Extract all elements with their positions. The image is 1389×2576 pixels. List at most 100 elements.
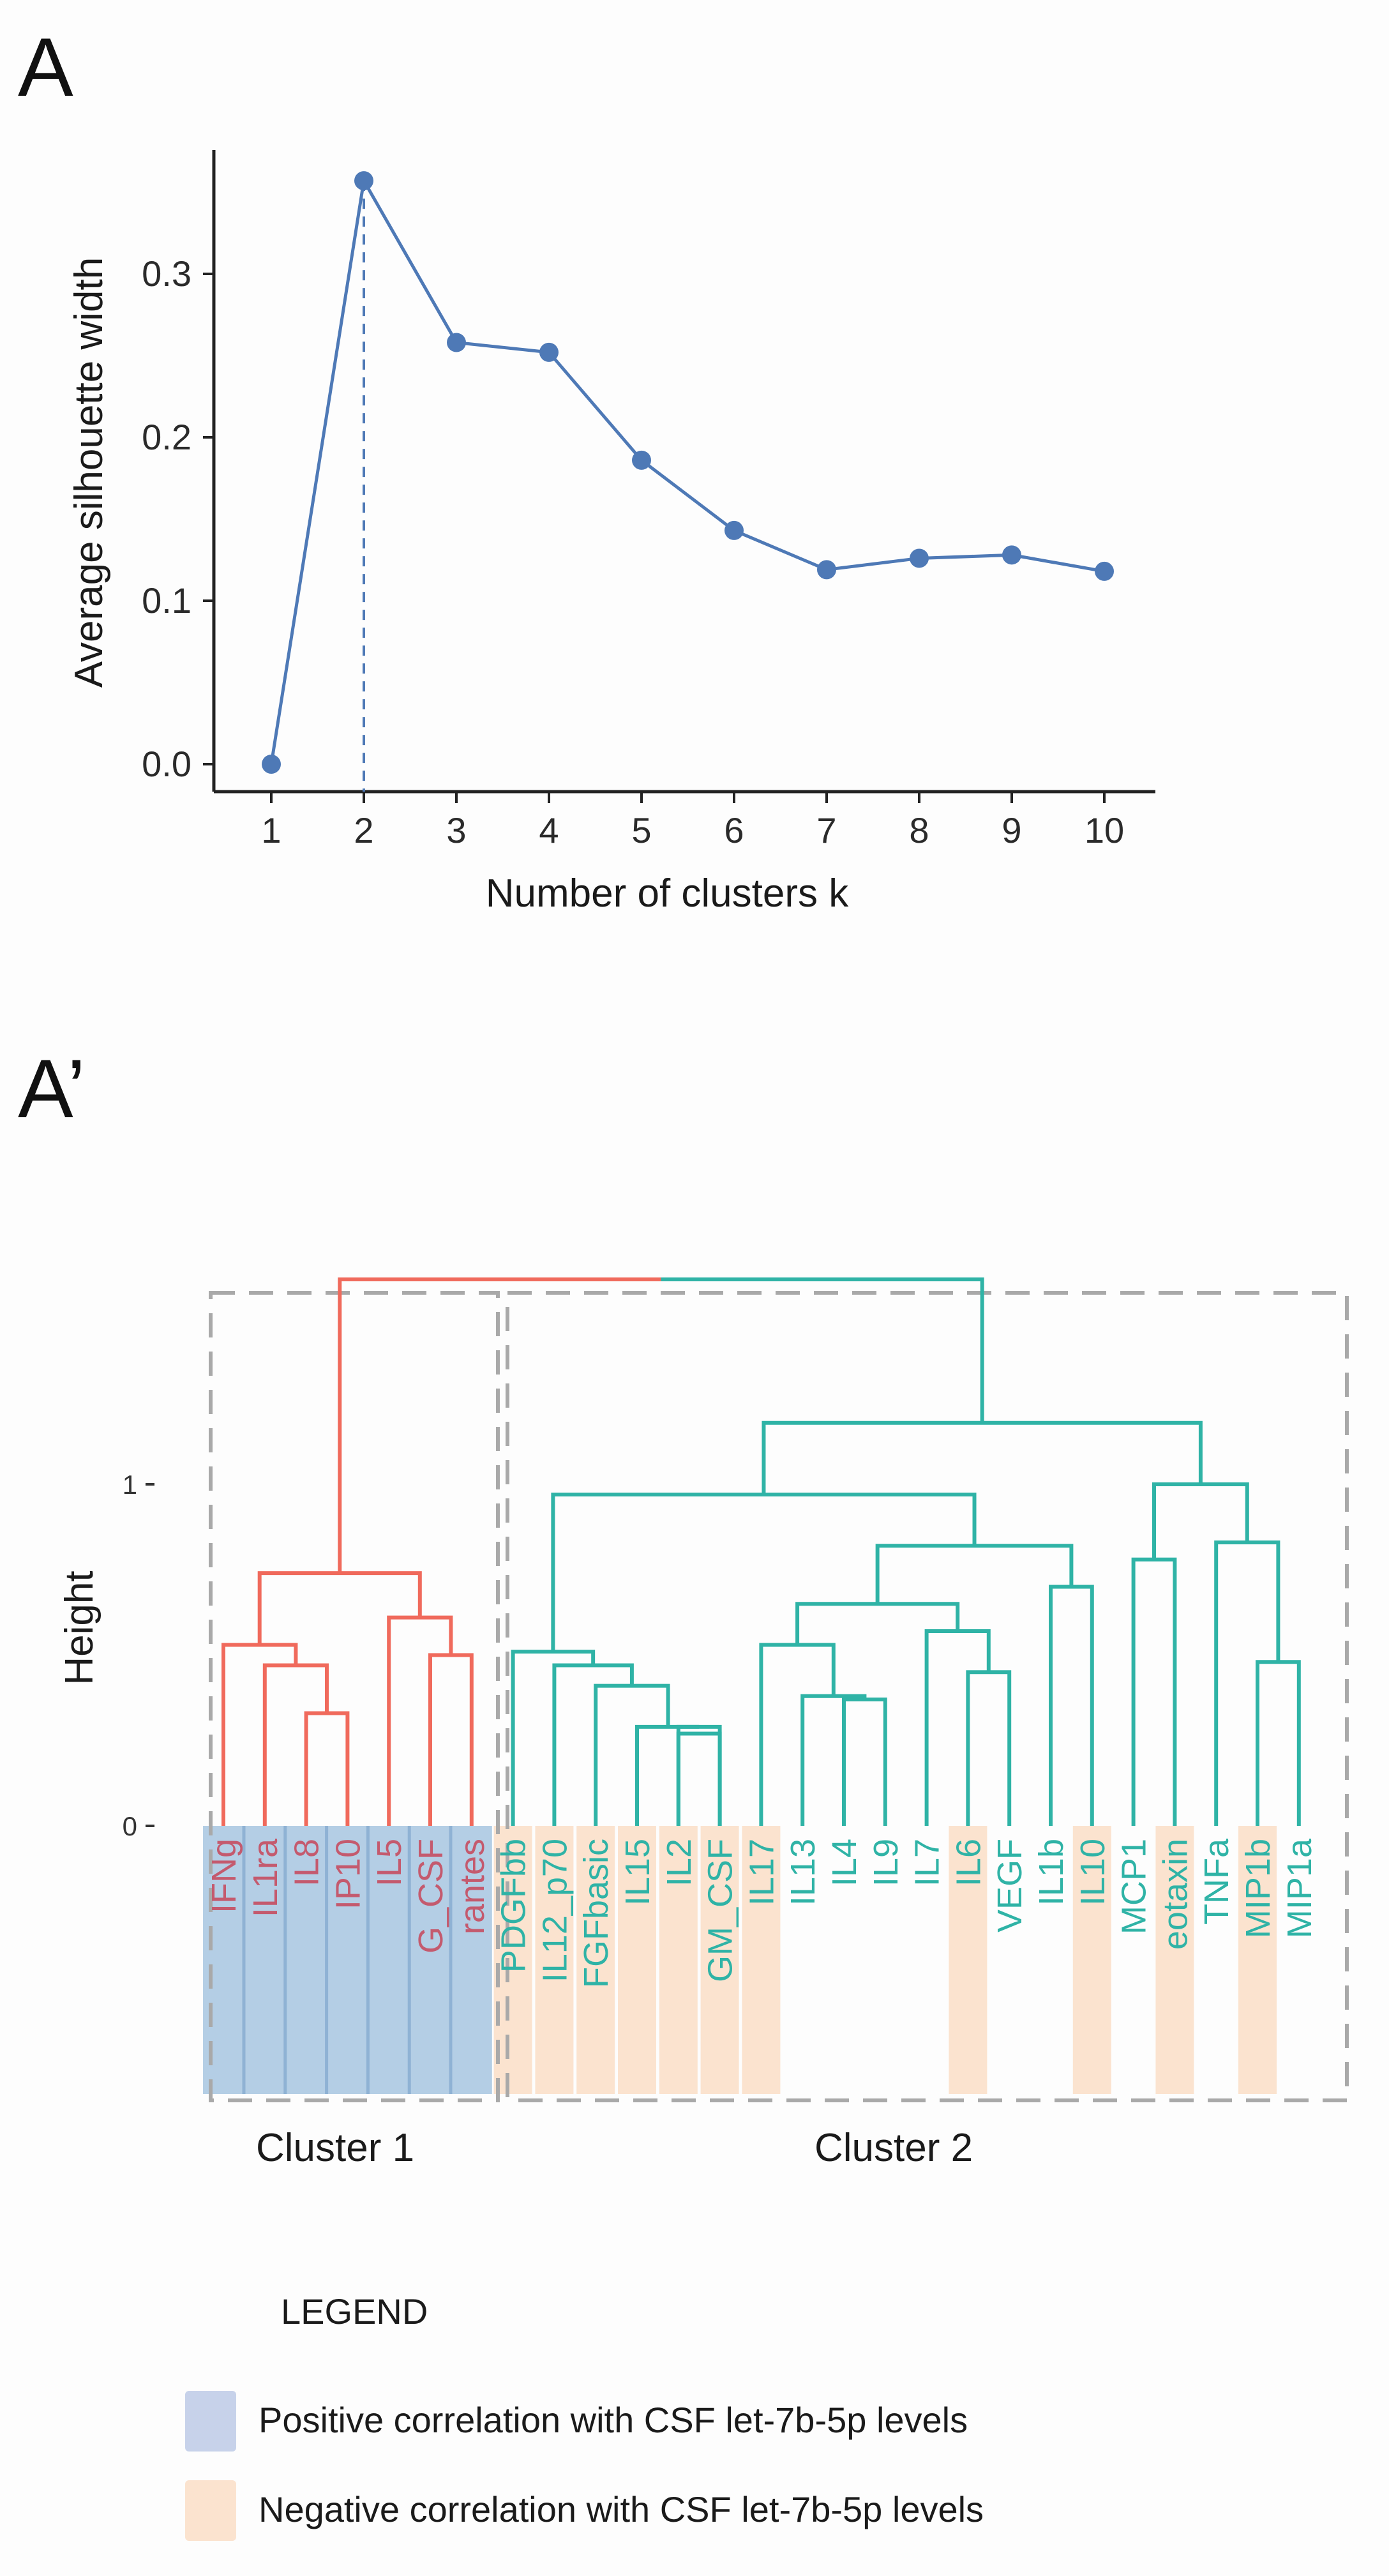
data-point: [1095, 561, 1114, 581]
y-tick-label: 0.1: [142, 580, 191, 621]
positive-band: [203, 1826, 492, 2094]
data-point: [1002, 545, 1021, 565]
negative-band: [659, 1826, 698, 2094]
legend-negative-swatch: [185, 2480, 236, 2541]
legend-title: LEGEND: [281, 2291, 428, 2331]
dendrogram-link: [762, 1420, 1203, 1495]
x-tick-label: 4: [539, 810, 559, 850]
leaf-label: eotaxin: [1156, 1839, 1194, 1950]
leaf-label: IL6: [949, 1839, 987, 1887]
negative-band: [576, 1826, 615, 2094]
leaf-label: PDGFbb: [495, 1839, 533, 1973]
silhouette-line-chart: 0.0 0.1 0.2 0.3 1 2 3 4 5 6 7 8 9 10 Number of clust…: [67, 150, 1155, 915]
dendrogram-links: [221, 1277, 1301, 1826]
dendrogram-link: [924, 1629, 991, 1826]
leaf-label: G_CSF: [412, 1839, 450, 1954]
dendrogram-link: [875, 1544, 1074, 1604]
dendrogram: 01 IFNg IL1ra IL8 IP10 IL5 G_CSF rantes PDGFbb I…: [57, 1277, 1349, 2170]
negative-band: [949, 1826, 987, 2094]
dendrogram-link: [552, 1663, 634, 1826]
leaf-label: MCP1: [1115, 1839, 1153, 1934]
negative-band: [1155, 1826, 1194, 2094]
leaf-label: IL15: [619, 1839, 657, 1906]
silhouette-line: [269, 176, 1105, 765]
dendrogram-link: [759, 1643, 836, 1826]
x-tick-label: 9: [1002, 810, 1021, 850]
data-point: [262, 755, 281, 774]
data-point: [725, 520, 744, 540]
dendrogram-link: [1049, 1585, 1094, 1826]
series-marks: [262, 171, 1114, 792]
leaf-label: IL8: [288, 1839, 326, 1887]
dendrogram-link: [262, 1663, 329, 1826]
y-tick-label: 0.2: [142, 417, 191, 457]
data-point: [817, 560, 836, 580]
leaf-label: IL9: [867, 1839, 905, 1887]
dendrogram-link: [676, 1724, 722, 1826]
leaf-label: IL12_p70: [536, 1839, 574, 1982]
data-point: [447, 333, 466, 352]
dendrogram-link: [221, 1643, 298, 1826]
leaf-label: rantes: [453, 1839, 492, 1934]
dendrogram-link: [304, 1711, 350, 1826]
dendrogram-link: [1256, 1660, 1301, 1826]
y-tick-label: 0.3: [142, 253, 191, 294]
dendrogram-link: [551, 1493, 977, 1652]
cluster-1-label: Cluster 1: [256, 2126, 414, 2170]
x-tick-label: 10: [1085, 810, 1124, 850]
dendrogram-link: [795, 1602, 960, 1645]
dendrogram-link: [428, 1653, 474, 1826]
dendrogram-link: [387, 1615, 453, 1826]
leaf-label: IL2: [660, 1839, 698, 1887]
y-ticks: 0.0 0.1 0.2 0.3: [142, 253, 214, 784]
leaf-label: MIP1b: [1239, 1839, 1277, 1938]
x-tick-label: 8: [909, 810, 929, 850]
dendrogram-link: [635, 1724, 700, 1826]
data-point: [539, 342, 559, 362]
y-axis-label: Average silhouette width: [67, 257, 111, 688]
height-tick-label: 0: [123, 1811, 137, 1841]
cluster-2-box: [506, 1291, 1349, 2102]
dendrogram-link: [338, 1277, 661, 1574]
leaf-label: IL1ra: [246, 1838, 285, 1917]
x-tick-label: 2: [354, 810, 373, 850]
dendrogram-link: [661, 1277, 984, 1423]
negative-band: [535, 1826, 574, 2094]
cluster-1-box: [209, 1291, 500, 2102]
leaf-label: FGFbasic: [577, 1839, 615, 1988]
leaf-label: IL5: [370, 1839, 409, 1887]
dendrogram-link: [1131, 1557, 1177, 1826]
height-tick-label: 1: [123, 1470, 137, 1500]
leaf-label: IFNg: [205, 1839, 243, 1913]
leaf-label: IL17: [742, 1839, 781, 1906]
negative-band: [700, 1826, 739, 2094]
legend-positive-swatch: [185, 2391, 236, 2452]
leaf-label: IL7: [908, 1839, 947, 1887]
data-point: [632, 450, 651, 470]
leaf-label: TNFa: [1198, 1838, 1236, 1925]
dendrogram-link: [800, 1694, 867, 1826]
dendrogram-link: [1214, 1540, 1280, 1826]
data-point: [354, 171, 373, 191]
panel-b-letter: A’: [18, 1042, 86, 1135]
x-tick-label: 5: [631, 810, 651, 850]
legend: LEGEND Positive correlation with CSF let…: [185, 2291, 984, 2541]
leaf-label: IL10: [1074, 1839, 1112, 1906]
leaf-label: IL13: [784, 1839, 822, 1906]
legend-positive-label: Positive correlation with CSF let-7b-5p …: [259, 2400, 968, 2440]
panel-a-letter: A: [18, 20, 73, 114]
leaf-label: IL1b: [1032, 1839, 1070, 1906]
dendrogram-link: [594, 1683, 670, 1826]
x-tick-label: 1: [261, 810, 281, 850]
x-tick-label: 7: [816, 810, 836, 850]
x-ticks: 1 2 3 4 5 6 7 8 9 10: [261, 792, 1124, 850]
data-point: [910, 548, 929, 568]
height-ticks: 01: [123, 1470, 154, 1841]
negative-band: [1072, 1826, 1111, 2094]
x-tick-label: 3: [446, 810, 466, 850]
x-tick-label: 6: [724, 810, 744, 850]
x-axis-label: Number of clusters k: [486, 871, 850, 915]
height-axis-label: Height: [57, 1570, 101, 1685]
negative-band: [1238, 1826, 1277, 2094]
leaf-label: MIP1a: [1280, 1838, 1319, 1938]
